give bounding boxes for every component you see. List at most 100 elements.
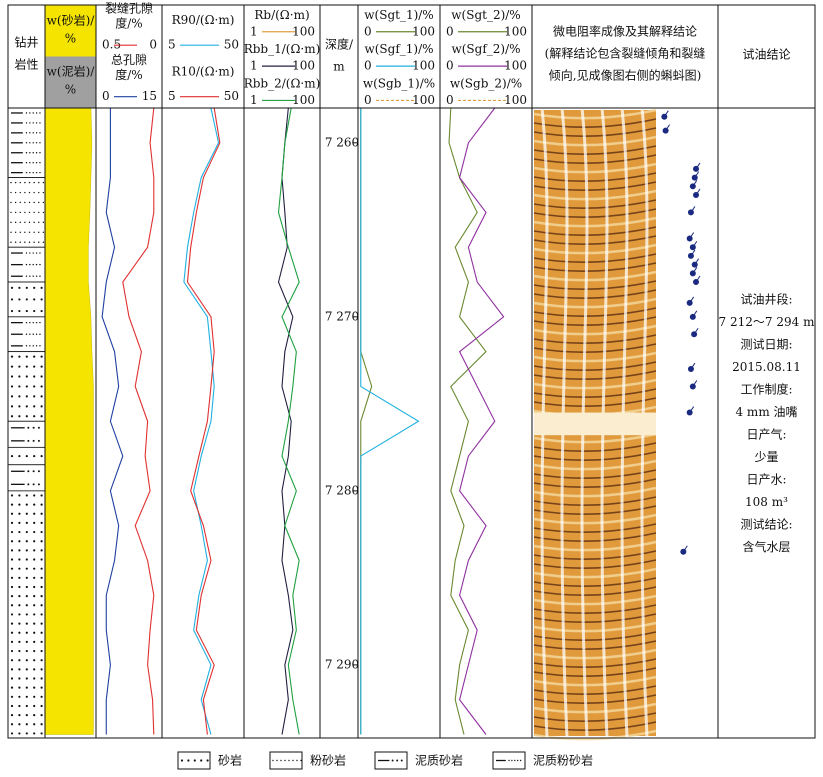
dot: [25, 122, 28, 124]
dot: [25, 375, 28, 378]
tadpole: [687, 209, 694, 216]
dot: [29, 345, 31, 347]
dot: [187, 759, 190, 762]
test-result: 含气水层: [742, 539, 790, 554]
dot: [40, 355, 43, 358]
sand-fill: [44, 107, 94, 735]
mud-header-bg: [45, 56, 96, 108]
dot: [18, 585, 21, 589]
dot: [10, 631, 14, 634]
dot: [10, 530, 14, 534]
dot: [40, 454, 43, 458]
dot: [33, 540, 36, 543]
dot: [18, 503, 21, 506]
dot: [18, 686, 21, 689]
dot: [33, 686, 36, 689]
dot: [32, 122, 34, 124]
dot: [10, 686, 14, 689]
dot: [32, 112, 34, 114]
dot: [35, 345, 38, 347]
depth-tick-label: 7 290: [325, 657, 359, 671]
dot: [18, 714, 21, 717]
dot: [25, 723, 28, 726]
dot: [18, 732, 21, 735]
log-curve: [448, 107, 487, 735]
dot: [18, 640, 21, 643]
dot: [18, 494, 21, 497]
dot: [40, 613, 43, 616]
dot: [10, 309, 14, 313]
dot: [28, 221, 31, 224]
tadpole: [691, 174, 698, 181]
scale-max: 100: [412, 24, 435, 38]
dot: [33, 454, 36, 458]
dot: [25, 631, 28, 634]
dot: [25, 677, 28, 680]
lithology-layer: [7, 464, 46, 492]
dot: [40, 732, 43, 735]
dot: [18, 622, 21, 625]
dot: [42, 221, 45, 224]
dot: [29, 333, 31, 335]
dot: [14, 241, 17, 243]
dot: [33, 704, 36, 708]
tadpole: [661, 113, 668, 120]
dot: [33, 521, 36, 525]
dot: [33, 549, 36, 552]
dot: [10, 540, 14, 543]
dot: [39, 252, 41, 254]
lithology-layer: [7, 420, 46, 448]
dot: [40, 723, 43, 726]
image-stripe: [533, 370, 657, 380]
scale-min: 1: [250, 93, 258, 107]
lithology-header: 钻井: [14, 35, 38, 50]
dot: [33, 241, 35, 243]
tadpole: [686, 299, 693, 306]
dot: [33, 405, 36, 408]
curve-title: w(Sgb_2)/%: [450, 76, 522, 90]
lithology-pattern: [10, 494, 43, 735]
dot: [25, 333, 28, 335]
dot: [10, 649, 14, 653]
dot: [40, 677, 43, 680]
tadpole: [693, 279, 699, 286]
dot: [33, 231, 35, 234]
dot: [35, 252, 38, 254]
dot: [40, 375, 43, 378]
dot: [18, 512, 21, 515]
dot: [180, 759, 184, 762]
dot: [24, 191, 26, 194]
dot: [10, 604, 14, 607]
dot: [40, 503, 43, 506]
dot: [40, 395, 43, 398]
dot: [29, 171, 31, 174]
dot: [24, 221, 26, 224]
dot: [40, 385, 43, 388]
depth-header: m: [333, 60, 345, 74]
dot: [296, 759, 298, 762]
curve-title: 度/%: [115, 67, 142, 82]
dot: [25, 558, 28, 561]
dot: [511, 759, 513, 762]
legend-label: 泥质粉砂岩: [533, 753, 593, 768]
dot: [40, 286, 43, 289]
lithology-pattern: [10, 181, 45, 243]
dot: [38, 221, 40, 224]
dot: [18, 385, 21, 388]
dot: [32, 263, 34, 266]
dot: [29, 161, 31, 164]
sand-header: w(砂岩)/: [47, 13, 96, 28]
scale-min: 1: [250, 24, 258, 38]
sand-header: %: [65, 32, 76, 46]
dot: [10, 704, 14, 708]
dot: [25, 540, 28, 543]
dot: [18, 355, 21, 358]
tadpole: [689, 244, 696, 251]
dot: [25, 454, 28, 458]
dot: [14, 181, 17, 184]
dot: [18, 365, 21, 368]
test-result: 日产气:: [746, 427, 786, 442]
image-stripe: [533, 135, 657, 147]
dot: [40, 659, 43, 662]
dot: [10, 567, 14, 570]
